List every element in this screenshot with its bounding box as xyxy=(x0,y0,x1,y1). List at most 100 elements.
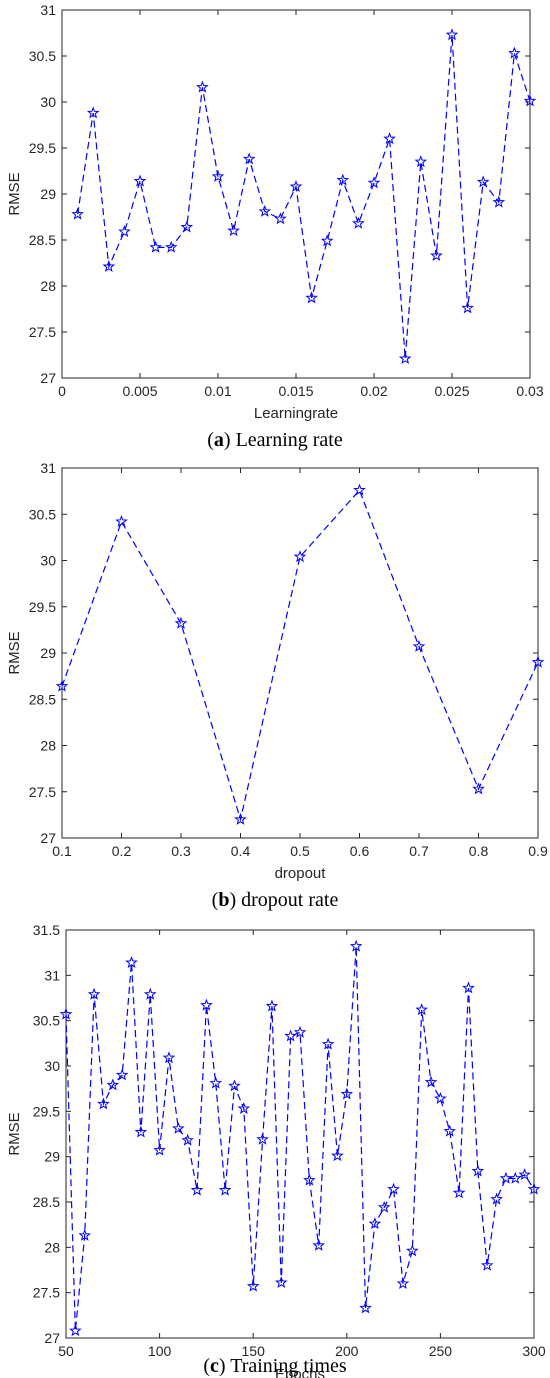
panel-b-x-tick-label: 0.2 xyxy=(112,843,132,859)
panel-c-data-point xyxy=(424,1075,438,1088)
panel-c-x-ticks: 50 100 150 200 250 300 xyxy=(58,930,546,1359)
panel-c-data-point xyxy=(115,1068,129,1081)
panel-b-data-point xyxy=(472,782,485,795)
panel-c-x-tick-label: 50 xyxy=(58,1343,74,1359)
panel-c-data-point xyxy=(434,1092,447,1104)
panel-b-x-tick-label: 0.9 xyxy=(528,843,548,859)
panel-b-x-tick-label: 0.5 xyxy=(290,843,310,859)
panel-a-data-point xyxy=(476,175,490,188)
panel-c-y-ticks: 27 27.5 28 28.5 29 29.5 30 30.5 31 31.5 xyxy=(33,922,534,1346)
panel-c-data-point xyxy=(471,1164,485,1177)
panel-a-data-point xyxy=(211,169,225,182)
panel-a-plot-frame xyxy=(61,9,531,379)
panel-a-y-tick-label: 31 xyxy=(40,2,56,18)
panel-c-data-point xyxy=(274,1276,288,1289)
panel-c-data-point xyxy=(452,1186,466,1199)
panel-a-data-point xyxy=(492,195,506,208)
panel-c-y-tick-label: 31.5 xyxy=(33,922,60,938)
panel-b-x-tick-label: 0.7 xyxy=(409,843,429,859)
panel-a-data-point xyxy=(102,260,116,273)
panel-b-x-tick-label: 0.3 xyxy=(171,843,191,859)
panel-a-data-point xyxy=(414,155,428,168)
panel-c-data-point xyxy=(246,1279,260,1292)
panel-a-data-point xyxy=(289,180,303,192)
panel-c-data-point xyxy=(518,1168,531,1181)
panel-a-x-tick-label: 0.02 xyxy=(360,383,387,399)
panel-c-data-point xyxy=(209,1076,223,1089)
panel-b-plot-frame xyxy=(61,467,539,839)
panel-b-y-ticks: 27 27.5 28 28.5 29 29.5 30 30.5 31 xyxy=(29,460,538,846)
panel-c-data-point xyxy=(331,1149,344,1162)
panel-c-data-point xyxy=(387,1182,400,1195)
panel-c-data-point xyxy=(69,1324,82,1337)
panel-a-x-tick-label: 0.015 xyxy=(278,383,313,399)
panel-a-y-tick-label: 30.5 xyxy=(29,48,56,64)
panel-a-caption-text: Learning rate xyxy=(236,429,343,451)
panel-c-data-point xyxy=(293,1025,307,1038)
panel-a-y-tick-label: 27 xyxy=(40,370,56,386)
panel-c-data-point xyxy=(508,1171,522,1184)
panel-b-y-tick-label: 27.5 xyxy=(29,784,56,800)
panel-a-data-point xyxy=(523,94,537,107)
panel-c-data-point xyxy=(527,1182,541,1195)
panel-c-data-point xyxy=(265,999,279,1012)
panel-c-data-point xyxy=(228,1079,241,1092)
panel-c-data-point xyxy=(153,1143,166,1156)
panel-a-data-point xyxy=(383,132,396,145)
panel-a-data-point xyxy=(164,240,178,253)
panel-c-data-point xyxy=(340,1087,354,1100)
panel-a-y-tick-label: 27.5 xyxy=(29,324,56,340)
panel-a-y-tick-label: 28 xyxy=(40,278,56,294)
panel-a-x-tick-label: 0.005 xyxy=(122,383,157,399)
panel-c-y-tick-label: 31 xyxy=(44,967,60,983)
panel-b-y-tick-label: 29.5 xyxy=(29,599,56,615)
panel-a-x-tick-label: 0.03 xyxy=(516,383,543,399)
panel-a-data-point xyxy=(227,224,240,237)
panel-a-markers xyxy=(71,28,537,365)
panel-b-x-axis-title: dropout xyxy=(275,865,327,882)
panel-c-data-point xyxy=(237,1101,251,1114)
panel-a-x-ticks: 0 0.005 0.01 0.015 0.02 0.025 0.03 xyxy=(58,10,544,399)
panel-a-data-point xyxy=(305,291,318,304)
panel-c-data-point xyxy=(125,956,138,968)
panel-c-y-tick-label: 28 xyxy=(44,1239,60,1255)
panel-a-y-tick-label: 28.5 xyxy=(29,232,56,248)
panel-a-data-point xyxy=(352,216,365,229)
panel-a-data-point xyxy=(180,220,194,233)
panel-b-data-point xyxy=(353,483,366,496)
panel-c-x-tick-label: 100 xyxy=(148,1343,172,1359)
panel-c-data-point xyxy=(377,1200,391,1213)
panel-c-data-point xyxy=(218,1183,232,1196)
panel-c-markers xyxy=(59,939,541,1337)
panel-c-data-point xyxy=(312,1238,326,1251)
panel-a-data-point xyxy=(320,234,334,247)
panel-c-y-tick-label: 29 xyxy=(44,1149,60,1165)
panel-b-x-tick-label: 0.1 xyxy=(52,843,72,859)
panel-c-y-axis-title: RMSE xyxy=(6,1112,23,1155)
panel-c-data-point xyxy=(499,1171,513,1184)
panel-c-data-point xyxy=(172,1121,185,1134)
panel-a-data-point xyxy=(242,152,256,165)
panel-b-data-point xyxy=(115,515,128,528)
panel-b-y-tick-label: 27 xyxy=(40,830,56,846)
panel-c-plot-frame xyxy=(65,929,535,1339)
panel-a-data-point xyxy=(196,80,209,93)
panel-c-y-tick-label: 27.5 xyxy=(33,1285,60,1301)
panel-c-data-point xyxy=(396,1276,410,1289)
panel-c-data-point xyxy=(162,1051,176,1064)
panel-c-data-point xyxy=(59,1007,73,1020)
panel-b-caption-letter: b xyxy=(218,889,229,911)
panel-a-data-point xyxy=(86,106,100,119)
panel-c-data-point xyxy=(143,987,157,1000)
panel-c-data-point xyxy=(200,998,213,1011)
panel-b-x-tick-label: 0.6 xyxy=(350,843,370,859)
panel-a-data-point xyxy=(274,212,287,225)
panel-b-y-tick-label: 31 xyxy=(40,460,56,476)
panel-a-x-tick-label: 0.025 xyxy=(434,383,469,399)
panel-a-data-point xyxy=(508,46,521,59)
panel-c-data-point xyxy=(78,1228,92,1241)
panel-a-data-point xyxy=(461,301,474,314)
panel-a-x-axis-title: Learningrate xyxy=(254,405,338,422)
panel-c-data-point xyxy=(321,1037,335,1050)
panel-a-y-axis-title: RMSE xyxy=(6,172,23,215)
